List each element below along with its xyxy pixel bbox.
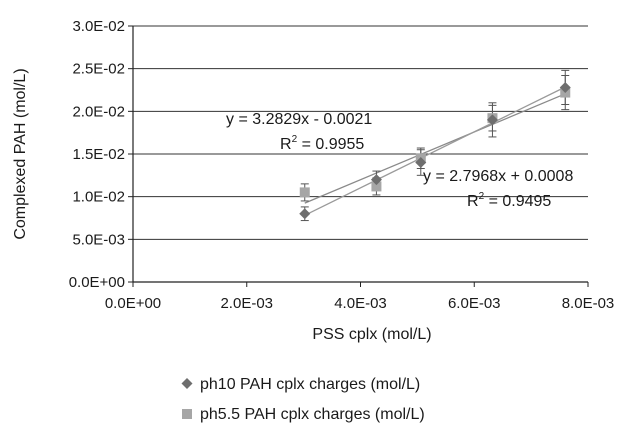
trendline-equation-ph5-5: y = 3.2829x - 0.0021 bbox=[226, 111, 372, 128]
x-axis-ticks: 0.0E+00 2.0E-03 4.0E-03 6.0E-03 8.0E-03 bbox=[105, 282, 614, 312]
legend-label-ph5-5: ph5.5 PAH cplx charges (mol/L) bbox=[200, 406, 425, 423]
trendline bbox=[304, 93, 566, 204]
y-tick-label: 2.0E-02 bbox=[72, 103, 125, 120]
r2-value: = 0.9955 bbox=[297, 136, 364, 153]
legend-label-ph10: ph10 PAH cplx charges (mol/L) bbox=[200, 376, 420, 393]
trendline-r2-ph10: R2 = 0.9495 bbox=[467, 191, 551, 210]
y-axis-title: Complexed PAH (mol/L) bbox=[12, 68, 29, 239]
square-marker-icon bbox=[182, 409, 192, 419]
x-tick-label: 2.0E-03 bbox=[220, 295, 273, 312]
trendline-r2-ph5-5: R2 = 0.9955 bbox=[280, 134, 364, 153]
r2-label: R bbox=[280, 136, 292, 153]
r2-label: R bbox=[467, 193, 479, 210]
y-tick-label: 3.0E-02 bbox=[72, 18, 125, 35]
data-point-square bbox=[371, 181, 382, 192]
r2-superscript: 2 bbox=[479, 191, 485, 202]
grid-lines bbox=[133, 25, 588, 240]
y-tick-label: 0.0E+00 bbox=[69, 274, 125, 291]
y-tick-label: 2.5E-02 bbox=[72, 61, 125, 78]
r2-superscript: 2 bbox=[292, 134, 298, 145]
x-tick-label: 0.0E+00 bbox=[105, 295, 161, 312]
y-axis-ticks: 0.0E+00 5.0E-03 1.0E-02 1.5E-02 2.0E-02 2.5E-… bbox=[69, 18, 133, 291]
legend: ph10 PAH cplx charges (mol/L) ph5.5 PAH … bbox=[181, 376, 425, 423]
data-point-diamond bbox=[486, 114, 498, 126]
x-tick-label: 4.0E-03 bbox=[334, 295, 387, 312]
x-axis-title: PSS cplx (mol/L) bbox=[312, 326, 431, 343]
y-tick-label: 1.5E-02 bbox=[72, 146, 125, 163]
r2-value: = 0.9495 bbox=[484, 193, 551, 210]
data-point-diamond bbox=[415, 157, 427, 169]
y-tick-label: 1.0E-02 bbox=[72, 189, 125, 206]
trendline bbox=[304, 86, 566, 216]
x-tick-label: 8.0E-03 bbox=[562, 295, 615, 312]
trendlines bbox=[304, 86, 566, 216]
data-point-diamond bbox=[559, 81, 571, 93]
diamond-marker-icon bbox=[181, 378, 193, 389]
data-point-square bbox=[299, 187, 310, 198]
trendline-equation-ph10: y = 2.7968x + 0.0008 bbox=[423, 168, 573, 185]
data-markers bbox=[299, 81, 571, 220]
data-point-diamond bbox=[370, 174, 382, 186]
legend-item-ph5-5: ph5.5 PAH cplx charges (mol/L) bbox=[182, 406, 425, 423]
y-tick-label: 5.0E-03 bbox=[72, 231, 125, 248]
data-point-diamond bbox=[299, 208, 311, 220]
legend-item-ph10: ph10 PAH cplx charges (mol/L) bbox=[181, 376, 420, 393]
x-tick-label: 6.0E-03 bbox=[448, 295, 501, 312]
